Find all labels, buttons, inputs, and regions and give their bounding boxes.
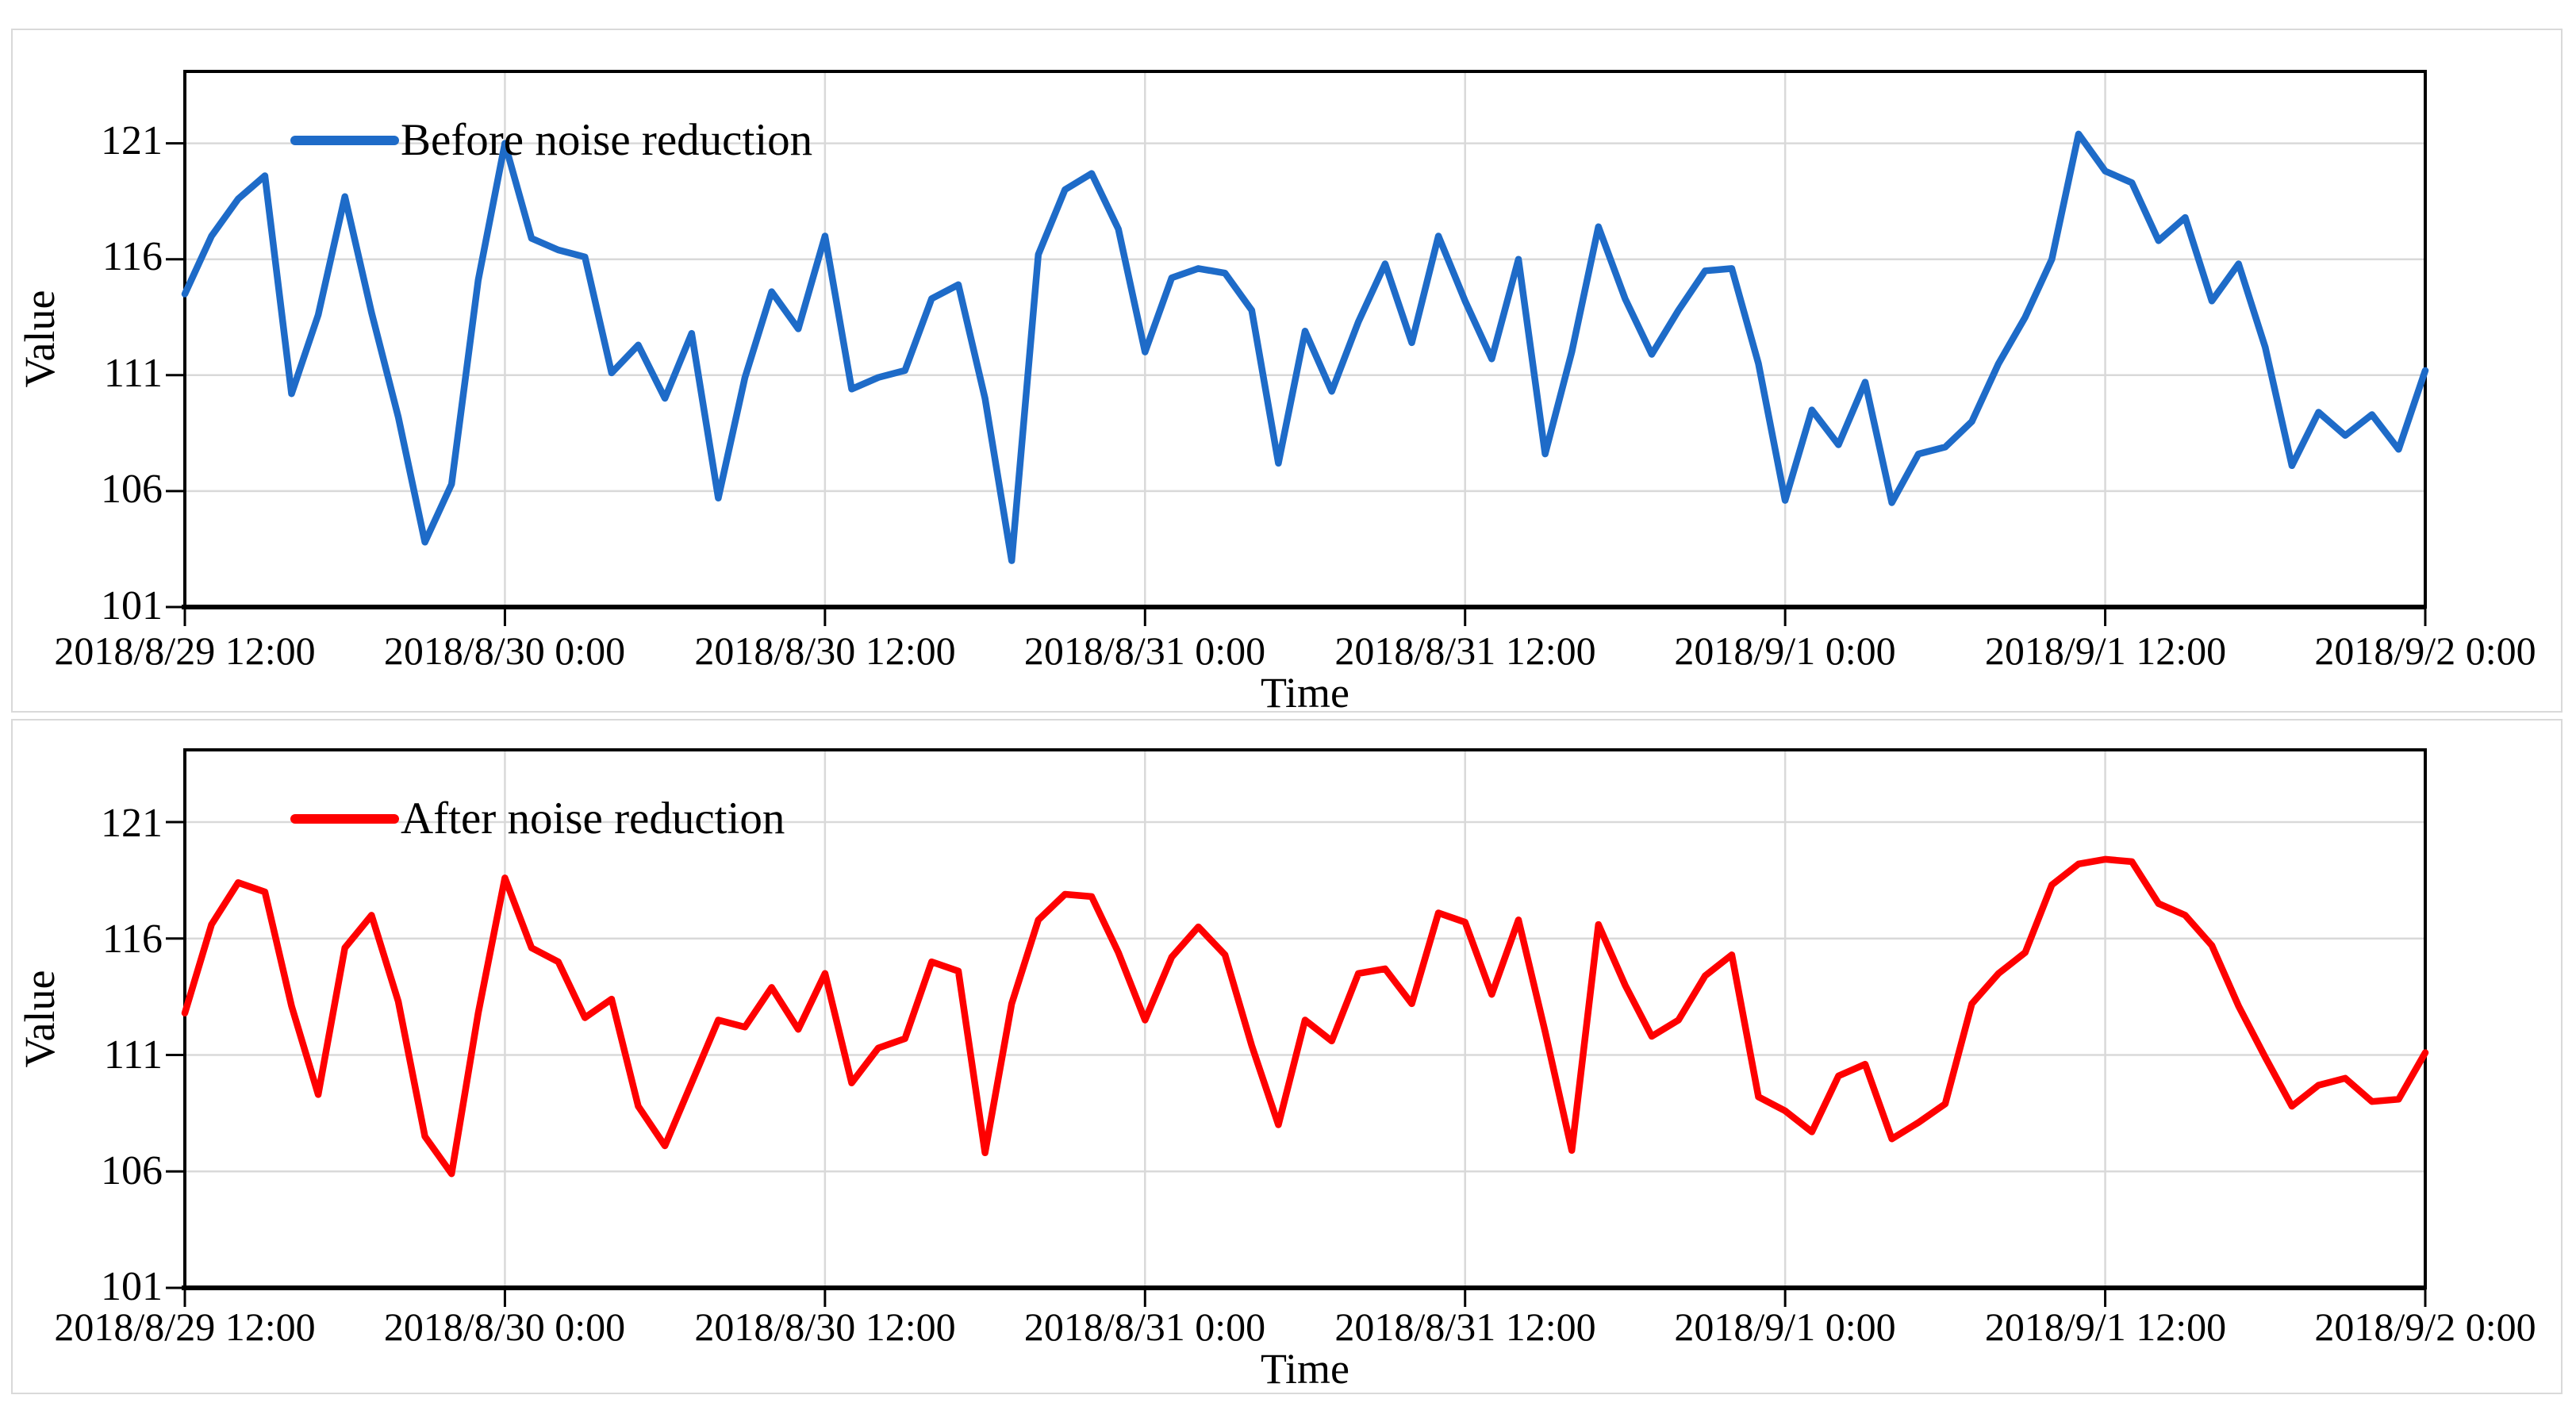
x-tick-label: 2018/9/1 0:00: [1674, 1305, 1896, 1349]
x-tick-label: 2018/8/30 12:00: [694, 1305, 956, 1349]
series-line-before: [181, 130, 2429, 564]
y-tick-label: 106: [101, 1148, 163, 1193]
x-tick-label: 2018/9/2 0:00: [2314, 1305, 2536, 1349]
y-tick-label: 106: [101, 467, 163, 512]
series-line-after: [181, 855, 2429, 1178]
y-tick-label: 101: [101, 583, 163, 628]
y-axis-title: Value: [16, 290, 63, 388]
x-tick-label: 2018/9/1 0:00: [1674, 628, 1896, 673]
x-tick-label: 2018/8/30 12:00: [694, 628, 956, 673]
x-tick-label: 2018/8/31 0:00: [1023, 628, 1266, 673]
y-tick-label: 116: [102, 234, 163, 279]
x-tick-label: 2018/8/30 0:00: [383, 628, 626, 673]
x-tick-label: 2018/9/1 12:00: [1984, 628, 2227, 673]
x-tick-label: 2018/9/2 0:00: [2314, 628, 2536, 673]
x-tick-label: 2018/8/31 12:00: [1334, 1305, 1596, 1349]
y-tick-label: 121: [101, 801, 163, 846]
x-tick-label: 2018/9/1 12:00: [1984, 1305, 2227, 1349]
legend-label-after: After noise reduction: [401, 794, 785, 843]
after-chart-panel: [11, 719, 2563, 1394]
x-tick-label: 2018/8/29 12:00: [54, 1305, 316, 1349]
y-tick-label: 121: [101, 118, 163, 163]
y-tick-label: 111: [103, 1032, 163, 1078]
y-axis-title: Value: [16, 970, 63, 1068]
x-tick-label: 2018/8/31 12:00: [1334, 628, 1596, 673]
y-tick-label: 116: [102, 917, 163, 962]
y-tick-label: 111: [103, 351, 163, 396]
x-tick-label: 2018/8/30 0:00: [383, 1305, 626, 1349]
x-tick-label: 2018/8/31 0:00: [1023, 1305, 1266, 1349]
y-tick-label: 101: [101, 1264, 163, 1309]
x-tick-label: 2018/8/29 12:00: [54, 628, 316, 673]
x-axis-title: Time: [1260, 669, 1350, 717]
x-axis-title: Time: [1260, 1345, 1350, 1393]
legend-label-before: Before noise reduction: [401, 115, 813, 165]
